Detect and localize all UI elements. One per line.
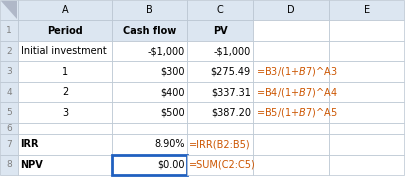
Bar	[253, 155, 328, 175]
Bar	[18, 0, 112, 21]
Text: =SUM(C2:C5): =SUM(C2:C5)	[189, 160, 256, 170]
Bar	[112, 61, 186, 82]
Bar	[328, 82, 403, 102]
Bar	[253, 0, 328, 21]
Bar	[253, 123, 328, 134]
Bar	[328, 155, 403, 175]
Bar	[253, 102, 328, 123]
Bar	[186, 41, 253, 61]
Bar	[0, 0, 18, 21]
Bar	[0, 123, 18, 134]
Bar	[0, 21, 18, 41]
Bar	[328, 21, 403, 41]
Text: 4: 4	[6, 87, 12, 96]
Bar	[18, 21, 112, 41]
Bar	[328, 61, 403, 82]
Text: 1: 1	[62, 67, 68, 77]
Bar	[18, 155, 112, 175]
Bar	[18, 102, 112, 123]
Text: NPV: NPV	[21, 160, 43, 170]
Text: $387.20: $387.20	[210, 107, 250, 118]
Text: C: C	[216, 5, 223, 15]
Bar	[186, 21, 253, 41]
Bar	[253, 82, 328, 102]
Bar	[112, 41, 186, 61]
Bar	[112, 21, 186, 41]
Bar	[328, 102, 403, 123]
Text: $500: $500	[160, 107, 184, 118]
Text: -$1,000: -$1,000	[147, 46, 184, 56]
Bar	[112, 155, 186, 175]
Text: $275.49: $275.49	[210, 67, 250, 77]
Bar	[112, 82, 186, 102]
Text: E: E	[362, 5, 369, 15]
Text: 3: 3	[6, 67, 12, 76]
Text: IRR: IRR	[21, 139, 39, 149]
Bar	[0, 61, 18, 82]
Bar	[253, 21, 328, 41]
Bar	[18, 61, 112, 82]
Bar	[328, 0, 403, 21]
Text: $400: $400	[160, 87, 184, 97]
Text: =B4/(1+$B$7)^A4: =B4/(1+$B$7)^A4	[255, 86, 337, 98]
Text: 2: 2	[62, 87, 68, 97]
Text: 7: 7	[6, 140, 12, 149]
Text: 8: 8	[6, 160, 12, 169]
Bar	[186, 134, 253, 155]
Text: =B5/(1+$B$7)^A5: =B5/(1+$B$7)^A5	[255, 106, 337, 119]
Bar	[253, 41, 328, 61]
Text: =IRR(B2:B5): =IRR(B2:B5)	[189, 139, 250, 149]
Bar	[112, 123, 186, 134]
Text: 6: 6	[6, 124, 12, 133]
Text: $0.00: $0.00	[157, 160, 184, 170]
Text: 8.90%: 8.90%	[153, 139, 184, 149]
Text: Period: Period	[47, 26, 83, 36]
Text: PV: PV	[212, 26, 227, 36]
Text: B: B	[146, 5, 153, 15]
Text: $337.31: $337.31	[210, 87, 250, 97]
Bar	[0, 134, 18, 155]
Text: =B3/(1+$B$7)^A3: =B3/(1+$B$7)^A3	[255, 65, 337, 78]
Bar	[328, 41, 403, 61]
Bar	[18, 134, 112, 155]
Text: $300: $300	[160, 67, 184, 77]
Bar	[0, 82, 18, 102]
Text: 1: 1	[6, 26, 12, 35]
Bar	[0, 102, 18, 123]
Bar	[112, 134, 186, 155]
Bar	[253, 61, 328, 82]
Text: A: A	[62, 5, 68, 15]
Bar	[186, 155, 253, 175]
Bar	[186, 123, 253, 134]
Bar	[0, 155, 18, 175]
Bar	[112, 0, 186, 21]
Bar	[18, 82, 112, 102]
Text: D: D	[287, 5, 294, 15]
Bar	[186, 0, 253, 21]
Text: Cash flow: Cash flow	[123, 26, 176, 36]
Bar	[0, 41, 18, 61]
Bar	[186, 82, 253, 102]
Bar	[328, 134, 403, 155]
Text: 2: 2	[6, 47, 12, 56]
Text: Initial investment: Initial investment	[21, 46, 106, 56]
Polygon shape	[1, 1, 17, 19]
Bar	[186, 102, 253, 123]
Bar	[112, 102, 186, 123]
Bar	[328, 123, 403, 134]
Text: 3: 3	[62, 107, 68, 118]
Text: 5: 5	[6, 108, 12, 117]
Text: -$1,000: -$1,000	[213, 46, 250, 56]
Bar	[18, 41, 112, 61]
Bar	[18, 123, 112, 134]
Bar	[253, 134, 328, 155]
Bar	[112, 155, 186, 175]
Bar	[186, 61, 253, 82]
